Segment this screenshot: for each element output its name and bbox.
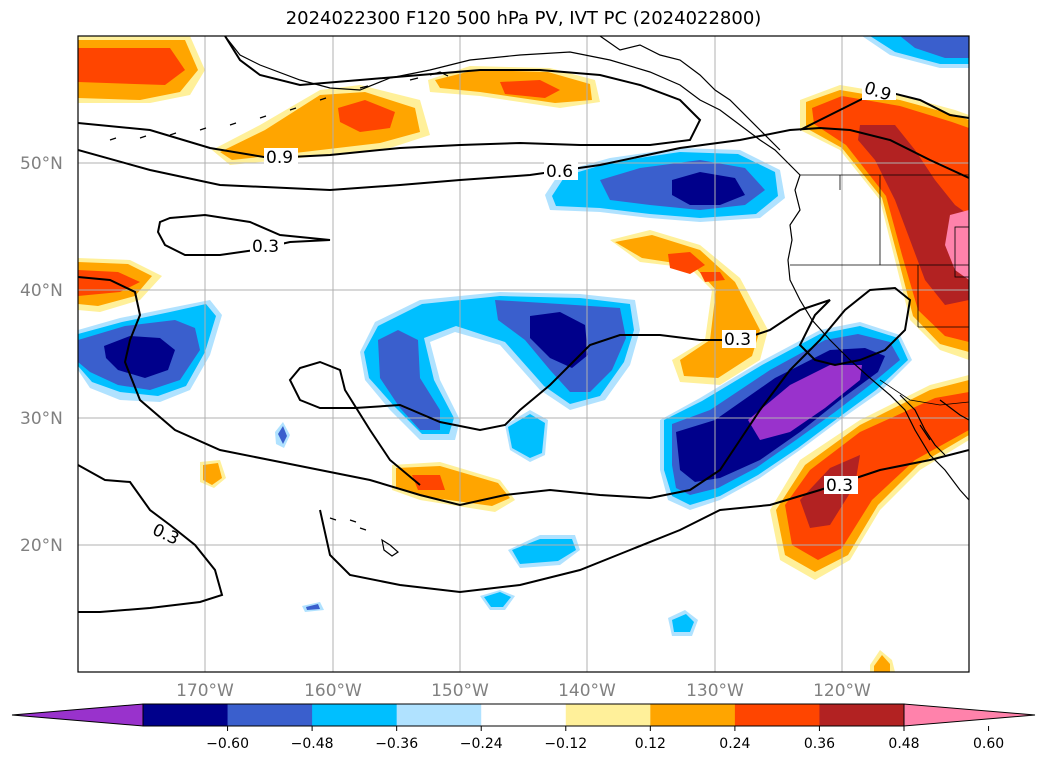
plot-frame <box>77 35 970 673</box>
contour-0.3-west <box>78 276 912 507</box>
colorbar-tick-label: −0.36 <box>375 736 418 752</box>
lat-label-50n: 50°N <box>20 154 63 174</box>
colorbar-tick-label: 0.12 <box>635 736 666 752</box>
colorbar: −0.60 −0.48 −0.36 −0.24 −0.12 0.12 0.24 0.36 0.4… <box>11 703 1036 752</box>
contour-0.3-loop <box>156 213 331 256</box>
contour-label-0.3-loop: 0.3 <box>252 237 279 257</box>
contour-0.9 <box>78 36 702 160</box>
plot-content: 0.9 0.6 0.3 0.3 0.3 0.9 0.3 <box>78 36 969 672</box>
lon-label-140w: 140°W <box>558 681 616 701</box>
alaska-coastline <box>224 36 969 501</box>
latitude-labels: 50°N 40°N 30°N 20°N <box>20 154 63 556</box>
colorbar-tick-label: 0.36 <box>804 736 835 752</box>
contour-0.9-east <box>799 88 969 131</box>
gridlines <box>78 36 969 672</box>
colorbar-segment <box>565 704 651 726</box>
negative-fill-regions <box>78 36 969 636</box>
colorbar-frame <box>142 703 905 727</box>
colorbar-segment <box>227 704 313 726</box>
colorbar-extend-left <box>11 703 144 727</box>
lon-label-120w: 120°W <box>813 681 871 701</box>
colorbar-tick-label: 0.24 <box>719 736 750 752</box>
state-borders <box>790 174 969 406</box>
colorbar-tick-label: 0.60 <box>973 736 1004 752</box>
longitude-labels: 170°W 160°W 150°W 140°W 130°W 120°W <box>176 681 871 701</box>
ivt-contours <box>78 36 969 613</box>
colorbar-segment <box>312 704 398 726</box>
map-title: 2024022300 F120 500 hPa PV, IVT PC (2024… <box>285 8 762 29</box>
colorbar-tick-label: 0.48 <box>888 736 919 752</box>
lat-label-30n: 30°N <box>20 409 63 429</box>
colorbar-segment <box>734 704 820 726</box>
colorbar-segment <box>143 704 229 726</box>
contour-0.3-southwest <box>78 464 224 613</box>
lat-label-20n: 20°N <box>20 536 63 556</box>
colorbar-segment <box>481 704 567 726</box>
lat-label-40n: 40°N <box>20 281 63 301</box>
contour-label-0.3-central: 0.3 <box>724 330 751 350</box>
colorbar-tick-label: −0.24 <box>460 736 503 752</box>
colorbar-tick-label: −0.48 <box>291 736 334 752</box>
colorbar-segment <box>819 704 905 726</box>
lon-label-150w: 150°W <box>431 681 489 701</box>
colorbar-segment <box>396 704 482 726</box>
contour-0.6 <box>78 126 969 192</box>
lon-label-160w: 160°W <box>304 681 362 701</box>
colorbar-segment <box>650 704 736 726</box>
colorbar-extend-right <box>903 703 1036 727</box>
colorbar-tick-label: −0.12 <box>544 736 587 752</box>
colorbar-tick-label: −0.60 <box>206 736 249 752</box>
contour-0.3-south <box>319 449 969 594</box>
contour-label-0.9-west: 0.9 <box>266 148 293 168</box>
coastlines <box>109 36 969 557</box>
lon-label-130w: 130°W <box>686 681 744 701</box>
contour-labels: 0.9 0.6 0.3 0.3 0.3 0.9 0.3 <box>149 78 896 550</box>
contour-label-0.3-southeast: 0.3 <box>826 476 853 496</box>
contour-label-0.6: 0.6 <box>546 162 573 182</box>
lon-label-170w: 170°W <box>176 681 234 701</box>
